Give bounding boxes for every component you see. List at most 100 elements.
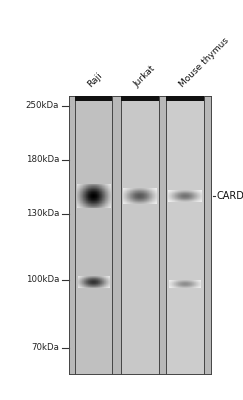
Bar [82, 189, 83, 190]
Bar [90, 193, 91, 194]
Bar [98, 207, 99, 208]
Bar [99, 185, 100, 186]
Bar [104, 198, 105, 199]
Bar [109, 200, 110, 201]
Bar [95, 190, 96, 191]
Bar [92, 196, 93, 197]
Bar [100, 206, 101, 207]
Bar [84, 187, 85, 188]
Bar [78, 205, 79, 206]
Bar [93, 197, 94, 198]
Bar [101, 193, 102, 194]
Bar [106, 186, 107, 187]
Bar [94, 188, 95, 189]
Bar [87, 206, 88, 207]
Bar [77, 201, 78, 202]
Bar [86, 189, 87, 190]
Bar [81, 189, 82, 190]
Text: 180kDa: 180kDa [26, 156, 59, 164]
Bar [96, 187, 97, 188]
Bar [109, 194, 110, 195]
Bar [80, 190, 81, 191]
Bar [90, 196, 91, 197]
Bar [103, 192, 104, 193]
Bar [99, 204, 100, 205]
Bar [100, 186, 101, 187]
Bar [81, 184, 82, 185]
Bar [91, 195, 92, 196]
Bar [83, 193, 84, 194]
Bar [89, 197, 90, 198]
Bar [96, 196, 97, 197]
Bar [83, 186, 84, 187]
Bar [84, 203, 85, 204]
Bar [107, 199, 108, 200]
Bar [91, 187, 92, 188]
Bar [85, 205, 86, 206]
Bar [81, 206, 82, 207]
Bar [80, 198, 81, 199]
Bar [85, 190, 86, 191]
Bar [106, 185, 107, 186]
Bar [107, 195, 108, 196]
Bar [104, 184, 105, 185]
Bar [93, 205, 94, 206]
Bar [80, 194, 81, 195]
Bar [92, 207, 93, 208]
Bar [107, 188, 108, 189]
Bar [93, 198, 94, 199]
Bar [102, 193, 103, 194]
Bar [80, 202, 81, 203]
Bar [110, 205, 111, 206]
Bar [90, 185, 91, 186]
Bar [97, 192, 98, 193]
Bar [108, 193, 109, 194]
Bar [106, 198, 107, 199]
Bar [87, 186, 88, 187]
Bar [100, 194, 101, 195]
Bar [79, 186, 80, 187]
Bar [87, 204, 88, 205]
Bar [77, 194, 78, 195]
Bar [107, 187, 108, 188]
Bar [95, 191, 96, 192]
Bar [89, 198, 90, 199]
Bar [102, 190, 103, 191]
Bar [100, 200, 101, 201]
Bar [77, 198, 78, 199]
Bar [101, 204, 102, 205]
Bar [108, 196, 109, 197]
Bar [80, 199, 81, 200]
Bar [77, 202, 78, 203]
Bar [100, 203, 101, 204]
Bar [82, 185, 83, 186]
Bar [98, 195, 99, 196]
Bar [78, 184, 79, 185]
Bar [87, 201, 88, 202]
Bar [79, 202, 80, 203]
Bar [99, 192, 100, 193]
Bar [104, 189, 105, 190]
Bar [96, 206, 97, 207]
Bar [88, 185, 89, 186]
Bar [96, 204, 97, 205]
Bar [98, 199, 99, 200]
Bar [90, 199, 91, 200]
Bar [90, 191, 91, 192]
Bar [81, 185, 82, 186]
Bar [79, 198, 80, 199]
Bar [80, 196, 81, 197]
Bar [101, 184, 102, 185]
Bar [98, 204, 99, 205]
Bar [103, 195, 104, 196]
Bar [110, 185, 111, 186]
Bar [85, 206, 86, 207]
Bar [99, 198, 100, 199]
Bar [93, 187, 94, 188]
Bar [99, 187, 100, 188]
Bar [89, 200, 90, 201]
Bar [107, 197, 108, 198]
Bar [80, 201, 81, 202]
Bar [105, 190, 106, 191]
Bar [79, 201, 80, 202]
